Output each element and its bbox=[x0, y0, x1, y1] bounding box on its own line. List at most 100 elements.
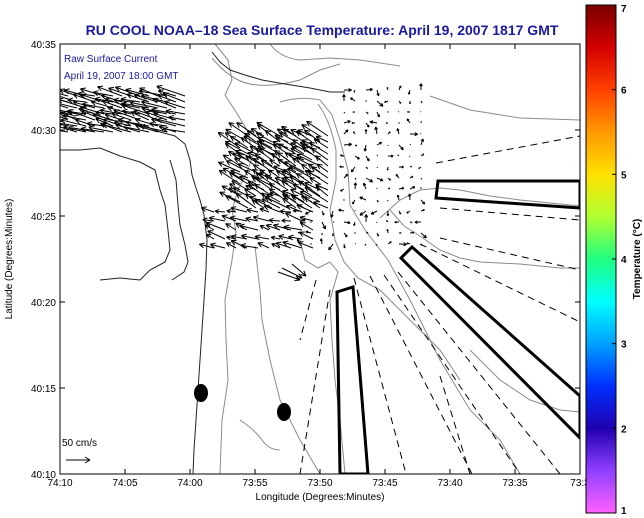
current-vector bbox=[276, 152, 297, 167]
legend-line-2: April 19, 2007 18:00 GMT bbox=[64, 71, 179, 82]
current-vector bbox=[299, 221, 314, 231]
current-vector bbox=[363, 144, 367, 152]
current-vector bbox=[157, 94, 177, 103]
current-vector bbox=[292, 139, 305, 149]
current-vector bbox=[365, 155, 370, 162]
current-vector bbox=[359, 196, 367, 201]
current-vector bbox=[365, 231, 369, 234]
current-vector bbox=[420, 153, 425, 157]
current-vector bbox=[268, 217, 281, 224]
current-vector bbox=[406, 118, 411, 124]
current-vector bbox=[350, 97, 356, 102]
current-vector bbox=[295, 130, 313, 143]
current-vector bbox=[420, 199, 426, 205]
current-vector bbox=[60, 118, 87, 127]
current-vector bbox=[409, 165, 413, 168]
current-vector bbox=[94, 96, 114, 103]
current-vector bbox=[306, 120, 329, 137]
current-vector bbox=[99, 108, 123, 115]
current-vector bbox=[343, 220, 351, 225]
current-vector bbox=[342, 94, 346, 102]
y-tick-label: 40:35 bbox=[31, 40, 56, 51]
current-vector bbox=[102, 122, 132, 133]
current-vector bbox=[162, 126, 186, 133]
current-vector bbox=[162, 92, 186, 103]
x-tick-label: 74:00 bbox=[177, 478, 202, 489]
legend-line-1: Raw Surface Current bbox=[64, 54, 158, 65]
current-vector bbox=[313, 201, 329, 209]
current-vector bbox=[376, 89, 380, 97]
current-vector bbox=[281, 218, 292, 224]
current-vector bbox=[156, 85, 186, 97]
current-vector bbox=[229, 215, 248, 222]
current-vector bbox=[134, 117, 159, 127]
current-vector bbox=[208, 215, 226, 222]
current-vector bbox=[398, 100, 402, 104]
current-vector bbox=[286, 204, 303, 213]
bathymetry-contours bbox=[211, 44, 580, 474]
current-vector bbox=[365, 166, 369, 170]
current-vector bbox=[62, 113, 87, 121]
current-vector bbox=[398, 122, 400, 124]
current-vector bbox=[316, 163, 329, 173]
current-vector bbox=[151, 117, 177, 127]
current-vector bbox=[397, 154, 400, 157]
current-vector bbox=[60, 103, 78, 109]
current-vector bbox=[60, 126, 78, 133]
current-vector bbox=[120, 96, 141, 103]
current-vector bbox=[264, 130, 281, 143]
current-vector bbox=[420, 177, 423, 180]
current-vector bbox=[365, 100, 367, 102]
temperature-colorbar bbox=[585, 4, 617, 514]
current-vector bbox=[414, 220, 422, 224]
current-vector bbox=[88, 125, 114, 133]
current-vector bbox=[343, 232, 348, 238]
current-vector bbox=[386, 87, 389, 91]
current-vector bbox=[218, 169, 241, 185]
current-vector bbox=[281, 267, 303, 279]
current-vector bbox=[225, 242, 237, 249]
current-vector bbox=[281, 125, 305, 143]
vector-scale-label: 50 cm/s bbox=[62, 438, 97, 449]
colorbar-tick-label: 5 bbox=[621, 170, 627, 181]
current-vector bbox=[205, 221, 226, 231]
current-vector bbox=[409, 186, 416, 190]
current-vector bbox=[311, 166, 329, 179]
x-axis-ticks: 74:10 74:05 74:00 73:55 73:50 73:45 73:40 73:35… bbox=[47, 44, 590, 489]
current-vector bbox=[254, 183, 273, 197]
x-tick-label: 73:50 bbox=[307, 478, 332, 489]
current-vector bbox=[354, 232, 356, 234]
x-tick-label: 73:3 bbox=[570, 478, 590, 489]
current-vector bbox=[343, 129, 349, 135]
current-vector bbox=[250, 174, 273, 191]
current-vector bbox=[386, 210, 390, 217]
current-vector bbox=[297, 180, 321, 197]
colorbar-tick-label: 3 bbox=[621, 340, 627, 351]
current-vector bbox=[310, 243, 312, 245]
current-vector bbox=[241, 233, 259, 240]
current-vector bbox=[244, 188, 257, 197]
current-vector bbox=[271, 243, 281, 249]
colorbar-tick-label: 1 bbox=[621, 506, 627, 517]
current-vector bbox=[290, 142, 313, 155]
current-vector bbox=[304, 129, 321, 143]
current-vector bbox=[236, 122, 257, 137]
current-vector bbox=[97, 85, 123, 97]
current-vector bbox=[398, 186, 405, 190]
y-tick-label: 40:25 bbox=[31, 212, 56, 223]
current-vector bbox=[330, 210, 334, 218]
current-vector bbox=[200, 206, 215, 213]
current-vector bbox=[164, 100, 186, 109]
current-vector bbox=[407, 193, 412, 201]
track-polygons bbox=[335, 179, 580, 474]
current-vector bbox=[257, 242, 270, 249]
current-vector bbox=[398, 210, 402, 215]
current-vector bbox=[129, 100, 159, 109]
current-vector bbox=[152, 97, 177, 109]
current-vector bbox=[387, 131, 391, 135]
current-vector bbox=[282, 240, 303, 249]
current-vector bbox=[386, 166, 389, 171]
current-vector bbox=[375, 243, 378, 246]
station-dot bbox=[277, 403, 291, 421]
current-vector bbox=[283, 224, 303, 231]
